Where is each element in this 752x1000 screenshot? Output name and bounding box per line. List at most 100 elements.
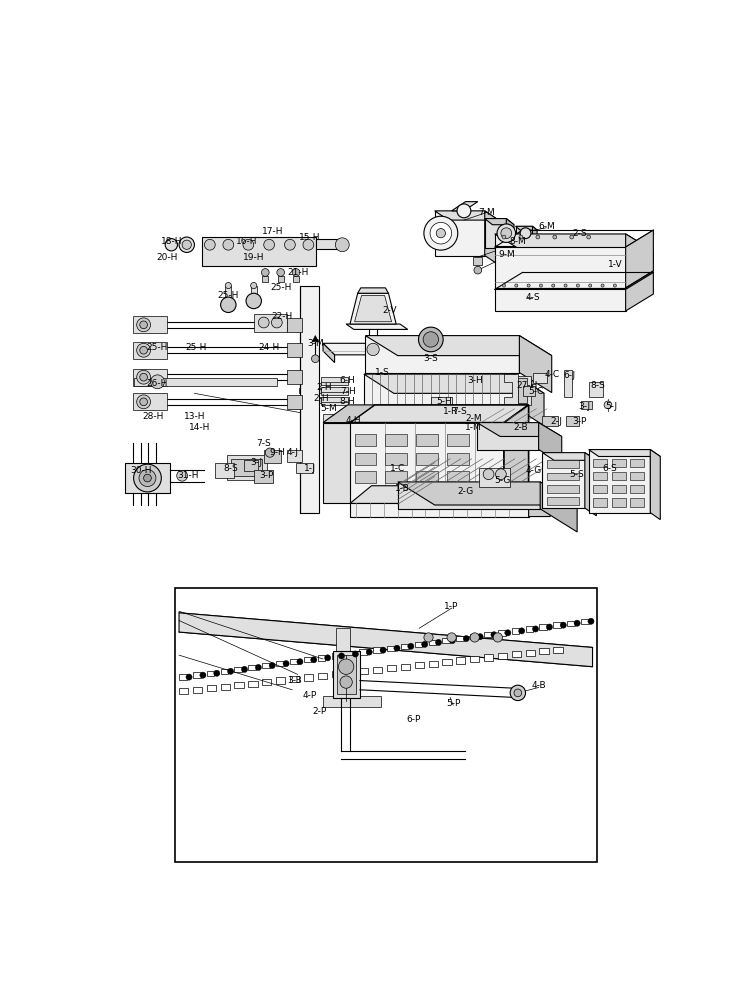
Circle shape	[340, 676, 352, 688]
Circle shape	[205, 239, 215, 250]
Bar	[414, 642, 423, 647]
Polygon shape	[529, 486, 550, 517]
Bar	[547, 460, 580, 468]
Bar	[202, 237, 316, 266]
Circle shape	[264, 239, 274, 250]
Bar	[387, 665, 396, 671]
Polygon shape	[504, 405, 529, 503]
Polygon shape	[435, 211, 499, 220]
Text: 9-H: 9-H	[270, 448, 286, 457]
Polygon shape	[589, 450, 660, 456]
Circle shape	[366, 649, 372, 655]
Text: 30-H: 30-H	[130, 466, 151, 475]
Circle shape	[547, 624, 553, 630]
Bar	[526, 626, 533, 632]
Bar	[542, 416, 558, 426]
Circle shape	[144, 474, 151, 482]
Circle shape	[552, 284, 555, 287]
Text: 4-S: 4-S	[525, 293, 540, 302]
Text: 20-H: 20-H	[156, 253, 177, 262]
Text: 3-S: 3-S	[423, 354, 438, 363]
Text: 2-M: 2-M	[465, 414, 481, 423]
Text: 4-J: 4-J	[287, 448, 299, 457]
Polygon shape	[336, 628, 350, 705]
Circle shape	[255, 664, 262, 671]
Circle shape	[496, 469, 506, 480]
Circle shape	[587, 235, 590, 239]
Polygon shape	[520, 336, 552, 393]
Circle shape	[505, 630, 511, 636]
Circle shape	[262, 269, 269, 276]
Text: 16-H: 16-H	[236, 237, 257, 246]
Circle shape	[137, 343, 150, 357]
Circle shape	[564, 284, 567, 287]
Text: 4-B: 4-B	[532, 681, 546, 690]
Bar	[262, 663, 270, 668]
Text: 8-S: 8-S	[223, 464, 238, 473]
Circle shape	[570, 235, 574, 239]
Polygon shape	[542, 453, 585, 508]
Circle shape	[536, 235, 540, 239]
Circle shape	[470, 633, 479, 642]
Circle shape	[311, 355, 319, 363]
Circle shape	[250, 282, 257, 289]
Text: 7-M: 7-M	[479, 208, 496, 217]
Text: 1-J: 1-J	[304, 464, 316, 473]
Bar	[359, 649, 367, 655]
Polygon shape	[398, 482, 577, 505]
Polygon shape	[350, 405, 529, 423]
Circle shape	[338, 653, 344, 659]
Text: 5-M: 5-M	[320, 404, 337, 413]
Bar	[630, 485, 644, 493]
Bar	[262, 679, 271, 685]
Polygon shape	[323, 696, 381, 707]
Bar	[523, 386, 535, 396]
Bar	[277, 276, 284, 282]
Bar	[630, 459, 644, 467]
Polygon shape	[350, 486, 550, 503]
Bar	[373, 667, 382, 673]
Bar	[526, 650, 535, 656]
Text: 5-P: 5-P	[446, 699, 460, 708]
Text: 9-M: 9-M	[499, 250, 515, 259]
Circle shape	[574, 620, 581, 626]
Circle shape	[352, 651, 359, 657]
Text: 3-M: 3-M	[307, 339, 323, 348]
Text: 2-B: 2-B	[514, 424, 528, 432]
Polygon shape	[650, 450, 660, 520]
Bar	[630, 472, 644, 480]
Circle shape	[303, 239, 314, 250]
Circle shape	[553, 235, 556, 239]
Circle shape	[220, 297, 236, 312]
Bar	[296, 463, 313, 473]
Bar	[287, 450, 302, 462]
Bar	[416, 453, 438, 465]
Text: 24-H: 24-H	[259, 343, 280, 352]
Bar	[456, 657, 465, 664]
Text: 28-H: 28-H	[142, 412, 163, 421]
Polygon shape	[312, 336, 318, 342]
Text: 6-S: 6-S	[603, 464, 617, 473]
Circle shape	[447, 633, 456, 642]
Bar	[518, 378, 527, 403]
Text: 8-M: 8-M	[509, 237, 526, 246]
Text: 22-H: 22-H	[271, 312, 293, 321]
Bar	[264, 450, 280, 463]
Bar	[511, 651, 521, 657]
Bar	[547, 485, 580, 493]
Circle shape	[137, 395, 150, 409]
Bar	[630, 498, 644, 507]
Text: 5-H: 5-H	[436, 397, 452, 406]
Polygon shape	[538, 423, 562, 463]
Bar	[133, 393, 168, 410]
Circle shape	[140, 346, 147, 354]
Text: 7-S: 7-S	[256, 439, 271, 448]
Circle shape	[182, 240, 191, 249]
Bar	[432, 409, 451, 418]
Polygon shape	[323, 343, 335, 363]
Bar	[226, 286, 232, 304]
Text: 1-P: 1-P	[444, 602, 459, 611]
Circle shape	[137, 370, 150, 384]
Text: 13-H: 13-H	[183, 412, 205, 421]
Polygon shape	[626, 272, 653, 311]
